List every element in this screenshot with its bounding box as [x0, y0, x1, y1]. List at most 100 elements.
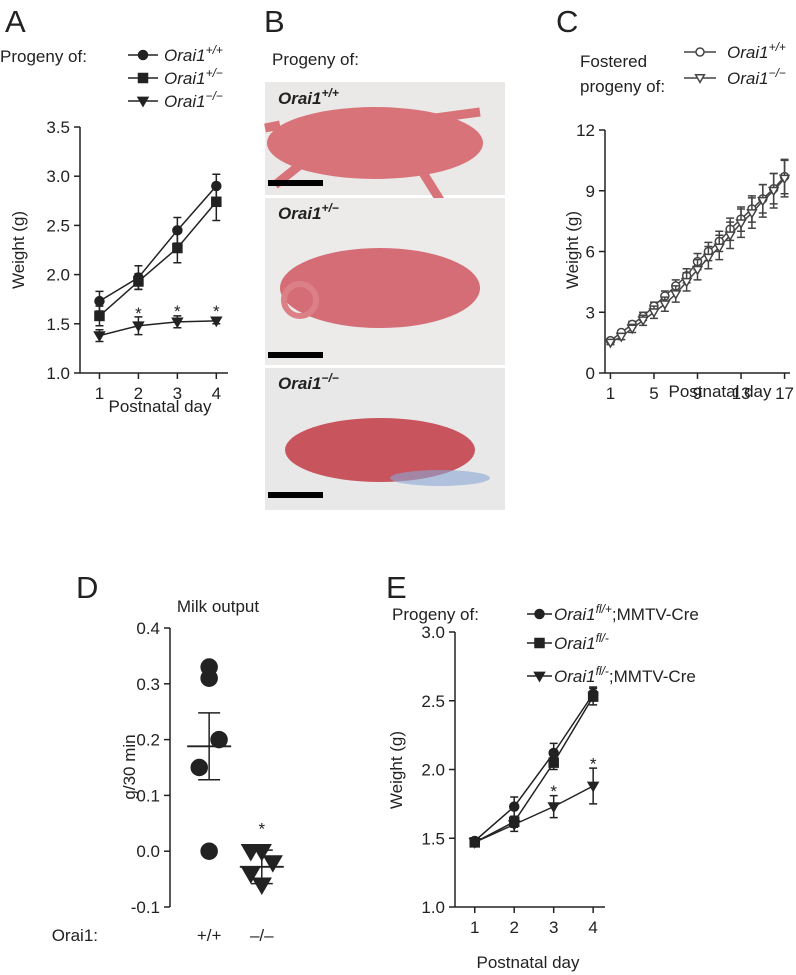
data-point [691, 265, 704, 276]
y-tick-label: 0.0 [136, 842, 160, 861]
data-point [680, 277, 693, 288]
y-tick-label: 1.5 [421, 829, 445, 848]
panel-label: E [386, 570, 407, 605]
legend-label: Orai1−/− [164, 89, 223, 111]
series-line [474, 696, 594, 844]
legend-label: Orai1fl/-;MMTV-Cre [554, 664, 696, 686]
x-tick-label: –/– [250, 926, 274, 945]
y-tick-label: 3.5 [46, 118, 70, 137]
x-tick-label: 3 [173, 384, 182, 403]
data-point [724, 231, 736, 242]
legend-label: Orai1+/− [164, 66, 223, 88]
data-point [508, 801, 520, 812]
y-tick-label: 0 [586, 364, 595, 383]
panel-label: C [556, 4, 578, 39]
scale-bar [268, 352, 323, 358]
photo-label: Orai1+/+ [278, 86, 339, 108]
significance: * [550, 782, 557, 801]
error-bar [198, 712, 221, 781]
data-point [94, 310, 105, 322]
data-point [587, 691, 599, 702]
y-axis-label: Weight (g) [9, 211, 28, 289]
pup [280, 248, 480, 328]
error-bar [250, 849, 273, 885]
panel-b-photos [264, 82, 505, 510]
significance: * [213, 302, 220, 321]
series-line [99, 185, 217, 302]
x-tick-label: 1 [95, 384, 104, 403]
data-point [713, 243, 725, 254]
x-tick-label: 1 [470, 918, 479, 937]
y-tick-label: 3 [586, 303, 595, 322]
y-tick-label: 6 [586, 243, 595, 262]
pup [285, 418, 475, 482]
data-point [757, 196, 769, 207]
data-point [132, 321, 145, 333]
y-tick-label: 0.3 [136, 675, 160, 694]
data-point [172, 242, 183, 254]
y-tick-label: 2.5 [46, 216, 70, 235]
legend-marker [534, 608, 545, 620]
data-point [767, 186, 780, 197]
y-tick-label: 0.4 [136, 619, 160, 638]
data-point [615, 332, 628, 343]
data-point [190, 758, 208, 777]
limbs [264, 107, 481, 203]
x-tick-label: 2 [134, 384, 143, 403]
x-tick-label: 3 [549, 918, 558, 937]
data-point [262, 855, 283, 873]
series-line [98, 201, 217, 317]
legend-marker [533, 671, 546, 683]
data-point [604, 338, 617, 349]
y-axis-label: Weight (g) [387, 731, 406, 809]
y-tick-label: 2.0 [46, 266, 70, 285]
legend-marker [136, 96, 150, 108]
data-point [637, 316, 649, 327]
y-tick-label: 3.0 [46, 167, 70, 186]
data-point [548, 757, 559, 768]
data-point [210, 316, 223, 328]
significance: * [258, 819, 265, 838]
y-tick-label: 2.5 [421, 692, 445, 711]
panel-label: A [5, 4, 26, 39]
y-tick-label: 1.5 [46, 315, 70, 334]
x-tick-label: 5 [649, 384, 658, 403]
x-axis-label: Postnatal day [668, 382, 772, 401]
data-point [211, 196, 222, 208]
series-line [99, 320, 217, 337]
tail [281, 281, 319, 319]
y-tick-label: -0.1 [131, 898, 160, 917]
data-point [626, 324, 638, 335]
legend-label: Orai1−/− [727, 66, 786, 88]
legend-marker [137, 72, 149, 84]
data-point [746, 209, 758, 219]
y-tick-label: 12 [576, 121, 595, 140]
x-tick-label: +/+ [197, 926, 222, 945]
data-point [670, 290, 682, 300]
x-axis-label: Orai1: [52, 926, 98, 945]
y-tick-label: 0.2 [136, 731, 160, 750]
data-point [547, 802, 560, 814]
panel-label: B [264, 4, 285, 39]
data-point [778, 174, 791, 185]
y-axis-label: Weight (g) [563, 211, 582, 289]
legend-title: Fostered progeny of: [580, 52, 665, 96]
pup [267, 107, 483, 179]
series-line [474, 785, 594, 844]
legend-marker [137, 49, 149, 61]
y-axis-label: g/30 min [120, 734, 139, 799]
shadow [390, 470, 490, 486]
data-point [133, 276, 144, 287]
x-tick-label: 2 [509, 918, 518, 937]
x-tick-label: 17 [775, 384, 794, 403]
legend-label: Orai1+/+ [727, 40, 786, 62]
x-tick-label: 9 [693, 384, 702, 403]
significance: * [135, 304, 142, 323]
x-axis-label: Postnatal day [108, 397, 212, 416]
legend-marker [695, 47, 705, 57]
y-tick-label: 1.0 [421, 898, 445, 917]
data-point [210, 730, 228, 749]
x-tick-label: 4 [212, 384, 221, 403]
